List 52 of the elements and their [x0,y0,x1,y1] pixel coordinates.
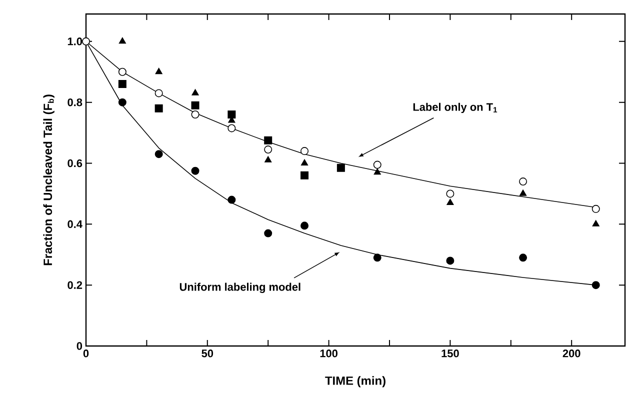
x-tick-label: 200 [562,350,580,358]
point [154,150,163,158]
point [264,146,272,154]
point [520,190,527,196]
point [118,98,126,106]
point [519,178,528,186]
x-tick-label: 100 [320,350,338,358]
y-tick-label: 0 [76,342,82,350]
point [373,254,382,262]
point [82,37,90,46]
y-tick-label: 0.2 [68,281,82,289]
point [154,104,163,112]
point [264,136,272,144]
point [300,222,309,230]
point [592,220,600,226]
x-tick-label: 0 [83,350,89,358]
point [300,147,309,156]
point [154,89,163,98]
point [191,110,200,119]
y-tick-label: 0.8 [68,98,82,106]
point [118,80,126,88]
point [592,281,600,290]
x-tick-label: 50 [202,350,214,358]
point [374,168,381,175]
x-tick-label: 150 [442,350,459,358]
annotation: Label only on T$_{1}$ [413,102,498,114]
point [228,110,236,119]
point [192,89,199,96]
annotation: Uniform labeling model [180,282,300,294]
x-axis-title: TIME (min) [325,376,386,388]
point [264,156,272,162]
point [228,196,236,204]
point [373,160,382,169]
point [300,171,309,180]
point [191,166,200,175]
point [155,68,162,74]
y-tick-label: 1.0 [68,38,82,46]
point [118,37,126,44]
point [191,101,200,110]
point [446,256,454,265]
point [228,124,236,132]
y-axis-title: Fraction of Uncleaved Tail (F$_{b}$) [43,94,54,266]
point [446,198,454,206]
point [336,164,345,172]
point [301,159,308,166]
point [519,254,528,262]
y-tick-label: 0.4 [68,220,82,228]
point [446,190,454,198]
y-tick-label: 0.6 [68,159,82,168]
point [118,68,126,76]
point [264,229,272,238]
point [592,204,600,213]
